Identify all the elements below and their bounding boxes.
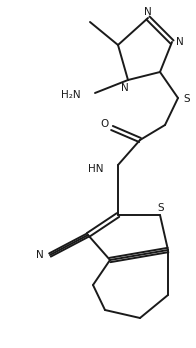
- Text: N: N: [176, 37, 184, 47]
- Text: S: S: [158, 203, 164, 213]
- Text: O: O: [101, 119, 109, 129]
- Text: N: N: [121, 83, 129, 93]
- Text: H₂N: H₂N: [61, 90, 81, 100]
- Text: N: N: [144, 7, 152, 17]
- Text: S: S: [183, 94, 190, 104]
- Text: N: N: [36, 250, 44, 260]
- Text: HN: HN: [89, 164, 104, 174]
